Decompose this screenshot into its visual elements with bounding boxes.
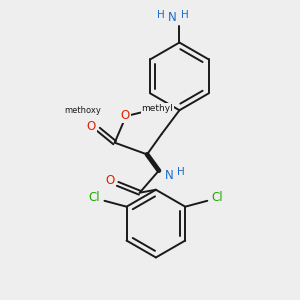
Text: O: O xyxy=(106,174,115,187)
Text: methyl: methyl xyxy=(142,104,173,113)
Text: N: N xyxy=(168,11,176,24)
Text: H: H xyxy=(177,167,185,177)
Text: Cl: Cl xyxy=(88,191,100,204)
Text: Cl: Cl xyxy=(212,191,224,204)
Text: O: O xyxy=(86,120,96,133)
Text: H: H xyxy=(181,10,189,20)
Text: methoxy: methoxy xyxy=(64,106,101,115)
Text: H: H xyxy=(157,10,165,20)
Text: O: O xyxy=(120,109,130,122)
Text: N: N xyxy=(165,169,173,182)
